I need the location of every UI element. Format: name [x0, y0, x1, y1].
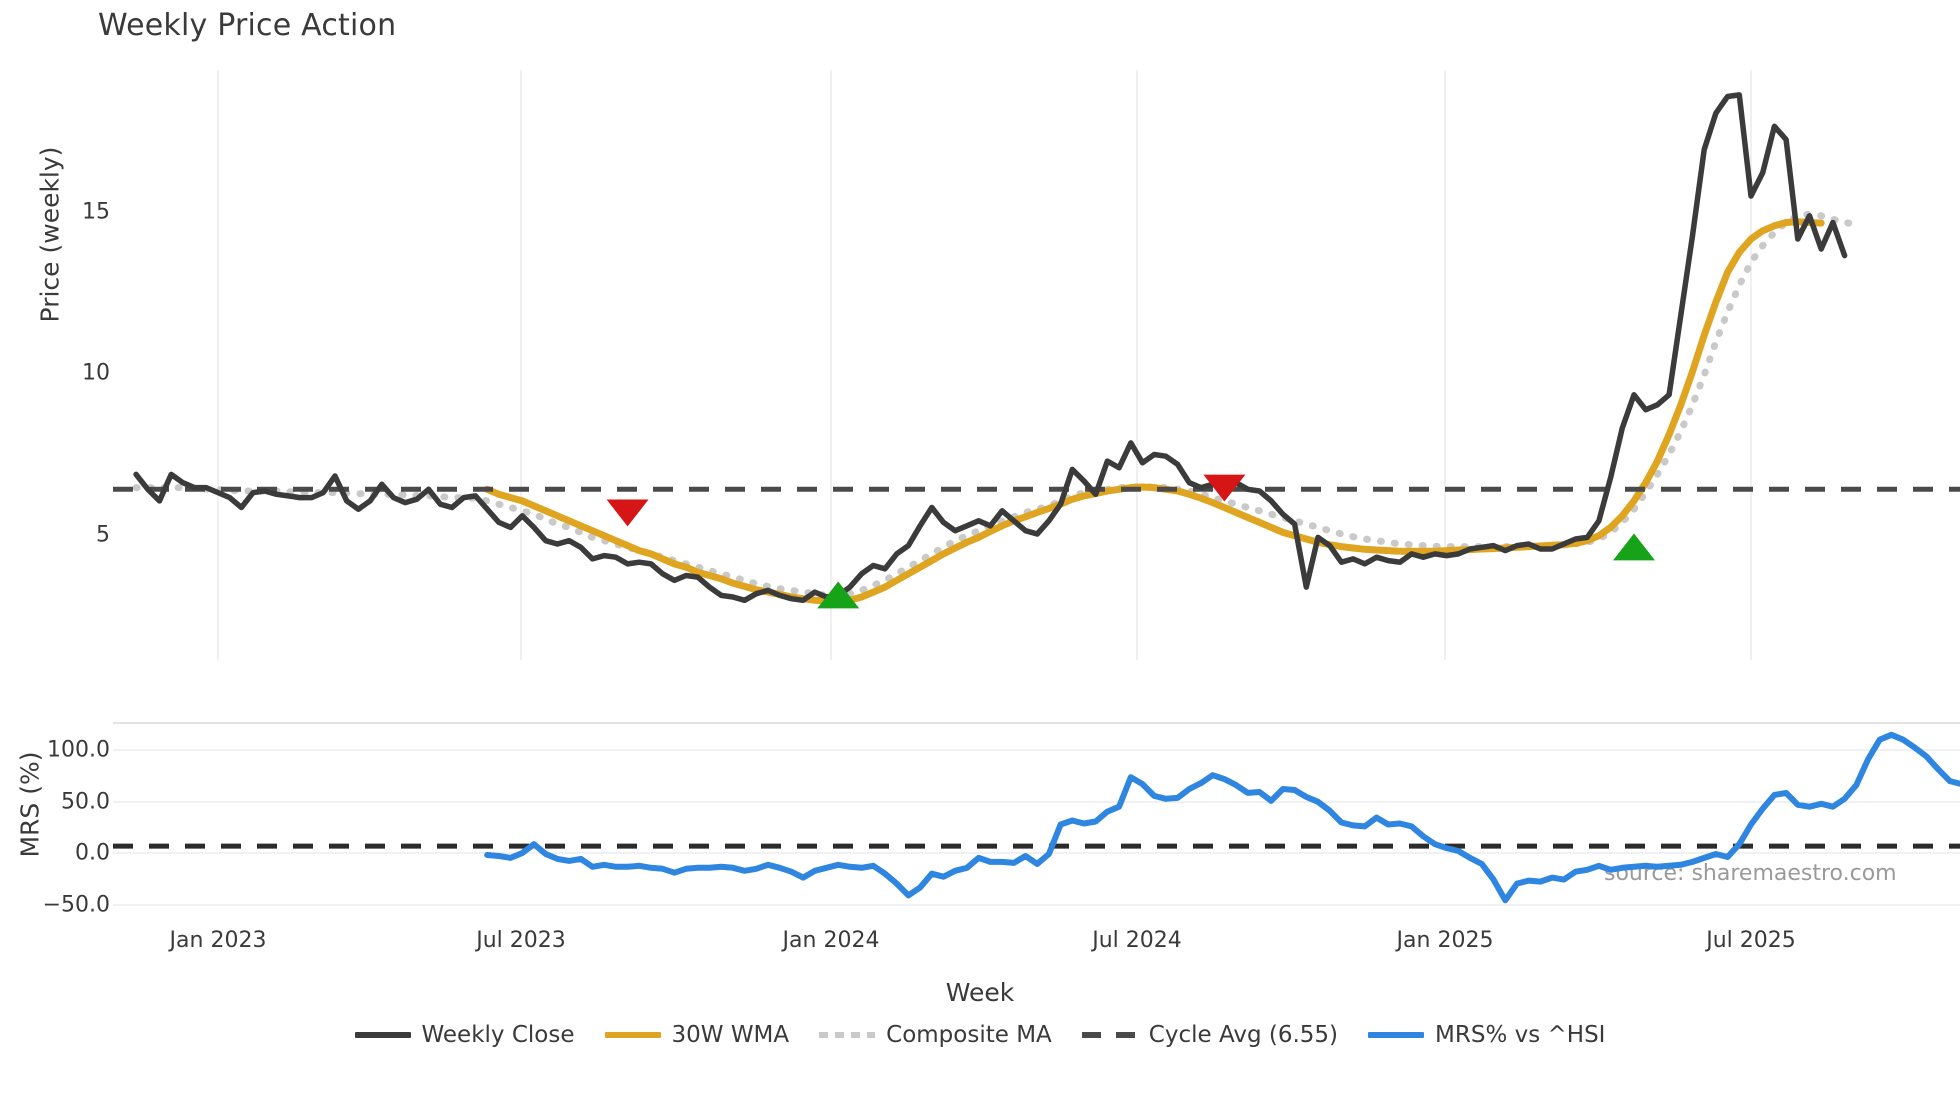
chart-legend: Weekly Close 30W WMA Composite MA Cycle … [0, 1022, 1960, 1048]
wma-swatch-icon [604, 1032, 661, 1038]
legend-label-30w-wma: 30W WMA [671, 1022, 790, 1048]
mrs-swatch-icon [1368, 1032, 1425, 1038]
xtick-jul-2023: Jul 2023 [476, 928, 566, 953]
legend-item-30w-wma[interactable]: 30W WMA [604, 1022, 790, 1048]
sell-marker-2 [1203, 474, 1246, 502]
legend-label-mrs: MRS% vs ^HSI [1435, 1022, 1606, 1048]
xtick-jan-2024: Jan 2024 [782, 928, 880, 953]
xtick-jan-2025: Jan 2025 [1396, 928, 1494, 953]
x-axis-label: Week [945, 978, 1015, 1007]
legend-item-mrs[interactable]: MRS% vs ^HSI [1368, 1022, 1605, 1048]
composite-ma-swatch-icon [819, 1032, 876, 1038]
buy-marker-3 [1612, 533, 1655, 561]
legend-label-weekly-close: Weekly Close [421, 1022, 575, 1048]
price-ytick-10: 10 [82, 360, 110, 386]
mrs-ytick-100: 100.0 [47, 737, 110, 763]
xtick-jan-2023: Jan 2023 [169, 928, 267, 953]
legend-item-composite-ma[interactable]: Composite MA [819, 1022, 1052, 1048]
price-ytick-5: 5 [96, 522, 110, 548]
cycle-avg-swatch-icon [1081, 1032, 1138, 1038]
mrs-ytick-50: 50.0 [61, 789, 110, 815]
price-ytick-15: 15 [82, 199, 110, 225]
mrs-ytick-minus50: −50.0 [42, 892, 110, 918]
weekly-close-swatch-icon [354, 1032, 411, 1038]
legend-label-composite-ma: Composite MA [886, 1022, 1052, 1048]
mrs-ytick-0: 0.0 [75, 840, 110, 866]
sell-marker-0 [606, 499, 649, 527]
legend-item-weekly-close[interactable]: Weekly Close [354, 1022, 575, 1048]
legend-label-cycle-avg: Cycle Avg (6.55) [1148, 1022, 1339, 1048]
mrs-line [484, 731, 1960, 904]
buy-marker-1 [817, 581, 860, 609]
xtick-jul-2025: Jul 2025 [1706, 928, 1796, 953]
wma-line [483, 218, 1825, 605]
page-title: Weekly Price Action [98, 8, 397, 43]
legend-item-cycle-avg[interactable]: Cycle Avg (6.55) [1081, 1022, 1339, 1048]
xtick-jul-2024: Jul 2024 [1092, 928, 1182, 953]
weekly-close-line [133, 92, 1848, 604]
